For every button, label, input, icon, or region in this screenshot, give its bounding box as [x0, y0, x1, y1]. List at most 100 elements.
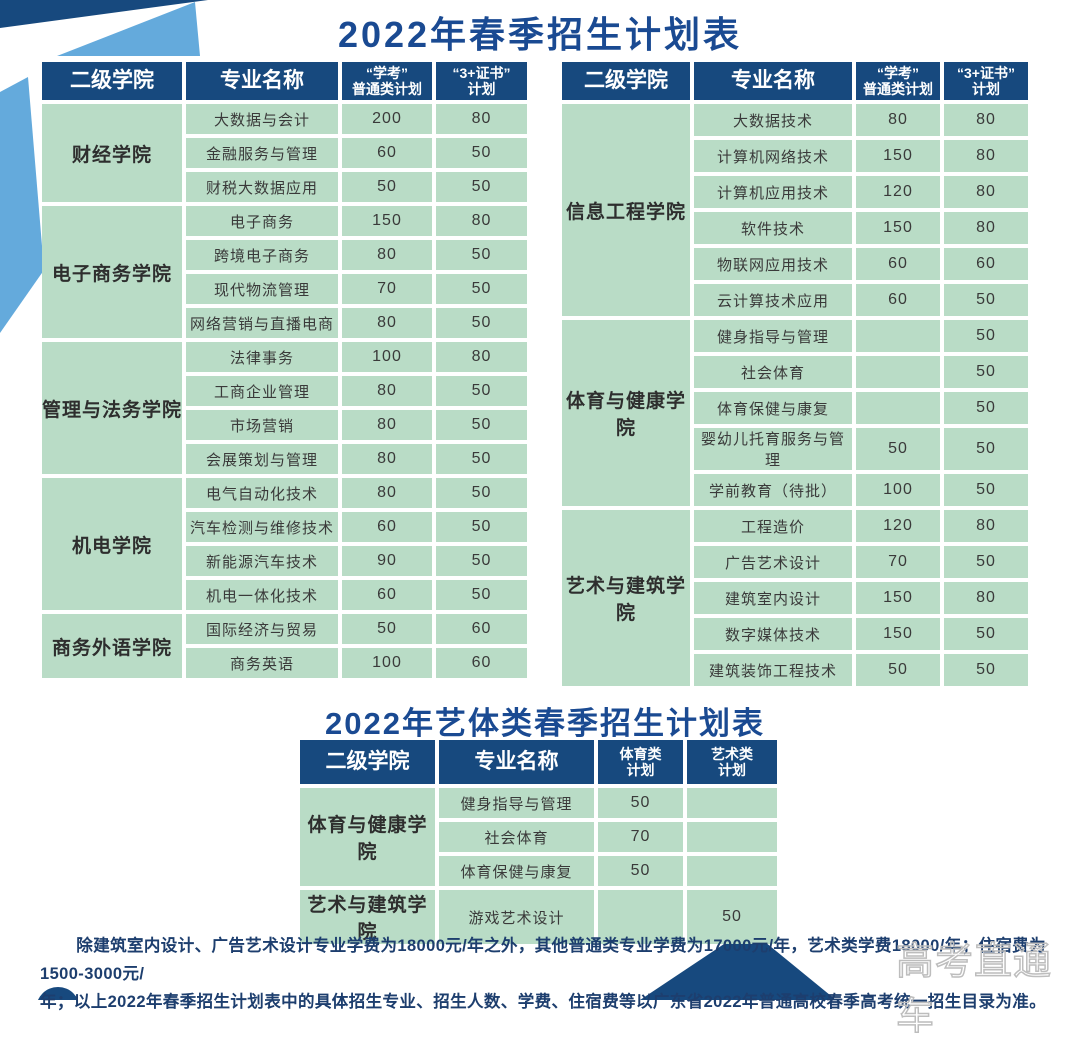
plan-cell: 50: [856, 654, 940, 686]
major-cell: 广告艺术设计: [694, 546, 852, 578]
column-header: 专业名称: [186, 62, 338, 100]
column-header: 二级学院: [42, 62, 182, 100]
major-cell: 金融服务与管理: [186, 138, 338, 168]
table-row: 机电学院 电气自动化技术 80 50: [42, 478, 527, 610]
college-cell: 商务外语学院: [42, 614, 182, 678]
column-header: “3+证书” 计划: [944, 62, 1028, 100]
plan-cell: 70: [342, 274, 432, 304]
table-row: 金融服务与管理 60 50: [42, 138, 527, 168]
column-header: 专业名称: [439, 740, 594, 784]
plan-cell: 50: [436, 512, 527, 542]
table-row: 计算机网络技术 150 80: [562, 140, 1028, 172]
college-cell: 艺术与建筑学院: [300, 890, 435, 944]
plan-cell: 70: [856, 546, 940, 578]
table-row: 会展策划与管理 80 50: [42, 444, 527, 474]
table-row: 体育与健康学院 健身指导与管理 50: [300, 788, 777, 886]
major-cell: 计算机应用技术: [694, 176, 852, 208]
plan-cell: 90: [342, 546, 432, 576]
table-row: 物联网应用技术 60 60: [562, 248, 1028, 280]
plan-cell: 120: [856, 176, 940, 208]
plan-cell: 60: [436, 648, 527, 678]
column-header: 艺术类 计划: [687, 740, 777, 784]
table-row: 管理与法务学院 法律事务 100 80: [42, 342, 527, 474]
major-cell: 大数据技术: [694, 104, 852, 136]
plan-cell: 70: [598, 822, 683, 852]
major-cell: 健身指导与管理: [439, 788, 594, 818]
header-row: 二级学院 专业名称 “学考” 普通类计划 “3+证书” 计划: [42, 62, 527, 100]
plan-cell: 200: [342, 104, 432, 134]
plan-cell: 60: [342, 138, 432, 168]
table-row: 工商企业管理 80 50: [42, 376, 527, 406]
plan-cell: 50: [944, 618, 1028, 650]
plan-cell: 80: [944, 510, 1028, 542]
plan-cell: 50: [598, 856, 683, 886]
table-row: 软件技术 150 80: [562, 212, 1028, 244]
plan-cell: 150: [856, 140, 940, 172]
table-row: 市场营销 80 50: [42, 410, 527, 440]
plan-cell: 150: [856, 212, 940, 244]
plan-cell: 50: [436, 546, 527, 576]
column-header: “学考” 普通类计划: [856, 62, 940, 100]
column-header: 体育类 计划: [598, 740, 683, 784]
plan-cell: 80: [944, 212, 1028, 244]
table-row: 云计算技术应用 60 50: [562, 284, 1028, 316]
major-cell: 商务英语: [186, 648, 338, 678]
major-cell: 新能源汽车技术: [186, 546, 338, 576]
decoration-navy-circle: [37, 987, 79, 1000]
plan-cell: [687, 788, 777, 818]
plan-cell: 50: [436, 478, 527, 508]
decoration-navy-triangle-bottom: [640, 928, 836, 1000]
table-row: 新能源汽车技术 90 50: [42, 546, 527, 576]
decoration-lightblue-band-left: [0, 77, 44, 333]
major-cell: 婴幼儿托育服务与管理: [694, 428, 852, 470]
plan-cell: 50: [436, 274, 527, 304]
plan-cell: 50: [436, 172, 527, 202]
plan-cell: 80: [342, 376, 432, 406]
major-cell: 计算机网络技术: [694, 140, 852, 172]
plan-cell: 150: [856, 618, 940, 650]
major-cell: 云计算技术应用: [694, 284, 852, 316]
major-cell: 电子商务: [186, 206, 338, 236]
college-cell: 财经学院: [42, 104, 182, 202]
plan-cell: [856, 356, 940, 388]
spring-plan-table-right: 二级学院 专业名称 “学考” 普通类计划 “3+证书” 计划 信息工程学院 大数据技术 80…: [558, 58, 1032, 690]
table-row: 社会体育 50: [562, 356, 1028, 388]
plan-cell: 80: [944, 104, 1028, 136]
table-row: 艺术与建筑学院 工程造价 120 80: [562, 510, 1028, 686]
table-row: 电子商务学院 电子商务 150 80: [42, 206, 527, 338]
plan-cell: 50: [944, 320, 1028, 352]
plan-cell: 120: [856, 510, 940, 542]
table-row: 财经学院 大数据与会计 200 80: [42, 104, 527, 202]
plan-cell: 80: [944, 582, 1028, 614]
table-row: 体育保健与康复 50: [562, 392, 1028, 424]
table-row: 商务英语 100 60: [42, 648, 527, 678]
plan-cell: 60: [436, 614, 527, 644]
column-header: “3+证书” 计划: [436, 62, 527, 100]
table-row: 数字媒体技术 150 50: [562, 618, 1028, 650]
plan-cell: 150: [856, 582, 940, 614]
plan-cell: 80: [436, 206, 527, 236]
college-cell: 机电学院: [42, 478, 182, 610]
plan-cell: [598, 890, 683, 944]
table-row: 建筑室内设计 150 80: [562, 582, 1028, 614]
column-header: 专业名称: [694, 62, 852, 100]
decoration-navy-corner: [0, 0, 208, 28]
plan-cell: [856, 320, 940, 352]
table-row: 财税大数据应用 50 50: [42, 172, 527, 202]
major-cell: 建筑装饰工程技术: [694, 654, 852, 686]
watermark: 高考直通车: [895, 940, 1053, 1039]
table-row: 现代物流管理 70 50: [42, 274, 527, 304]
art-sports-plan-table: 二级学院 专业名称 体育类 计划 艺术类 计划 体育与健康学院 健身指导与管理 50 社会体育…: [296, 736, 781, 948]
plan-cell: 80: [342, 478, 432, 508]
table-row: 汽车检测与维修技术 60 50: [42, 512, 527, 542]
table-row: 体育保健与康复 50: [300, 856, 777, 886]
plan-cell: 50: [436, 444, 527, 474]
plan-cell: 80: [342, 240, 432, 270]
decoration-layer: [0, 0, 836, 1000]
table-row: 婴幼儿托育服务与管理 50 50: [562, 428, 1028, 470]
major-cell: 健身指导与管理: [694, 320, 852, 352]
column-header: “学考” 普通类计划: [342, 62, 432, 100]
decoration-lightblue-triangle-top: [57, 2, 200, 56]
major-cell: 工程造价: [694, 510, 852, 542]
plan-cell: 60: [944, 248, 1028, 280]
